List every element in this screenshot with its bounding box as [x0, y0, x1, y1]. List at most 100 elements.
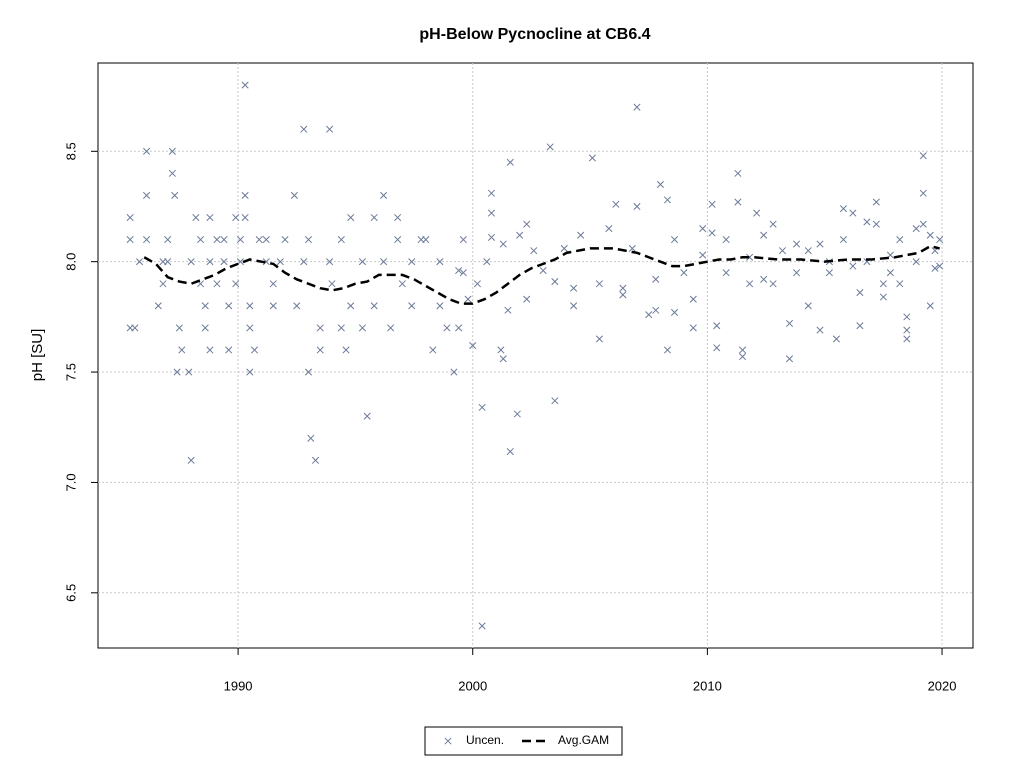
data-point [178, 346, 186, 354]
data-point [760, 275, 768, 283]
y-tick-label: 6.5 [63, 584, 78, 602]
data-point [619, 291, 627, 299]
data-point [804, 247, 812, 255]
data-point [645, 311, 653, 319]
data-point [652, 306, 660, 314]
data-point [753, 209, 761, 217]
y-tick-label: 8.5 [63, 142, 78, 160]
data-point [739, 353, 747, 361]
data-point [506, 158, 514, 166]
data-point [903, 313, 911, 321]
data-point [246, 302, 254, 310]
data-point [394, 213, 402, 222]
data-point [912, 225, 920, 233]
data-point [473, 280, 481, 288]
data-point [342, 346, 350, 354]
data-point [903, 335, 911, 343]
data-point [746, 253, 754, 261]
x-tick-label: 2000 [458, 678, 487, 693]
data-point [633, 202, 641, 211]
data-point [699, 251, 707, 259]
data-point [931, 264, 939, 272]
data-point [316, 346, 324, 354]
data-point [523, 220, 531, 228]
data-point [570, 302, 578, 310]
data-point [154, 302, 162, 310]
data-point [769, 280, 777, 288]
data-point [499, 240, 507, 248]
data-point [708, 229, 716, 237]
data-point [164, 236, 172, 244]
data-point [276, 258, 284, 266]
data-point [663, 196, 672, 204]
data-point [778, 247, 787, 255]
data-point [670, 308, 679, 317]
data-point [326, 125, 334, 133]
data-point [455, 324, 463, 332]
data-point [839, 205, 848, 213]
data-point [394, 236, 402, 244]
data-point [926, 231, 934, 239]
data-point [919, 189, 927, 197]
data-point [713, 344, 721, 352]
data-point [455, 266, 463, 275]
data-point [450, 368, 458, 376]
data-point [516, 231, 524, 239]
data-point [903, 326, 911, 334]
data-point [387, 324, 395, 332]
data-point [143, 191, 151, 200]
data-point [143, 236, 151, 244]
legend-label: Uncen. [466, 733, 504, 747]
data-point [206, 258, 214, 266]
data-point [734, 169, 742, 177]
data-point [370, 213, 378, 222]
data-point [159, 280, 167, 288]
data-point [839, 236, 848, 244]
data-point [816, 240, 824, 248]
data-point [595, 280, 603, 288]
data-point [173, 368, 181, 376]
data-point [358, 258, 367, 266]
data-point [316, 324, 324, 332]
data-point [300, 125, 308, 133]
data-point [464, 295, 472, 303]
data-point [213, 236, 221, 244]
data-point [241, 191, 249, 200]
data-point [213, 280, 221, 288]
x-tick-label: 1990 [224, 678, 253, 693]
data-point [168, 147, 176, 155]
data-point [785, 319, 794, 328]
data-point [290, 191, 298, 200]
data-point [347, 302, 355, 310]
data-point [722, 236, 730, 244]
data-point [241, 81, 249, 89]
y-tick-label: 7.0 [63, 473, 78, 491]
data-point [478, 403, 486, 411]
data-point [872, 198, 880, 206]
data-point [250, 346, 259, 354]
data-point [551, 397, 559, 405]
y-tick-label: 7.5 [63, 363, 78, 381]
data-point [570, 284, 578, 292]
data-point [863, 218, 871, 226]
data-point [269, 280, 277, 288]
data-point [760, 231, 768, 239]
data-point [825, 269, 833, 277]
legend-marker [444, 737, 452, 745]
data-point [262, 236, 270, 244]
data-point [539, 266, 547, 275]
data-point [936, 236, 944, 244]
data-point [269, 302, 277, 310]
data-point [499, 355, 507, 363]
data-point [201, 324, 209, 332]
data-point [849, 209, 857, 217]
data-point [436, 258, 444, 266]
data-point [792, 240, 801, 248]
data-point [225, 302, 233, 310]
data-point [429, 346, 437, 354]
data-point [652, 275, 660, 283]
data-point [246, 324, 254, 332]
data-point [422, 236, 430, 244]
data-point [192, 213, 200, 222]
